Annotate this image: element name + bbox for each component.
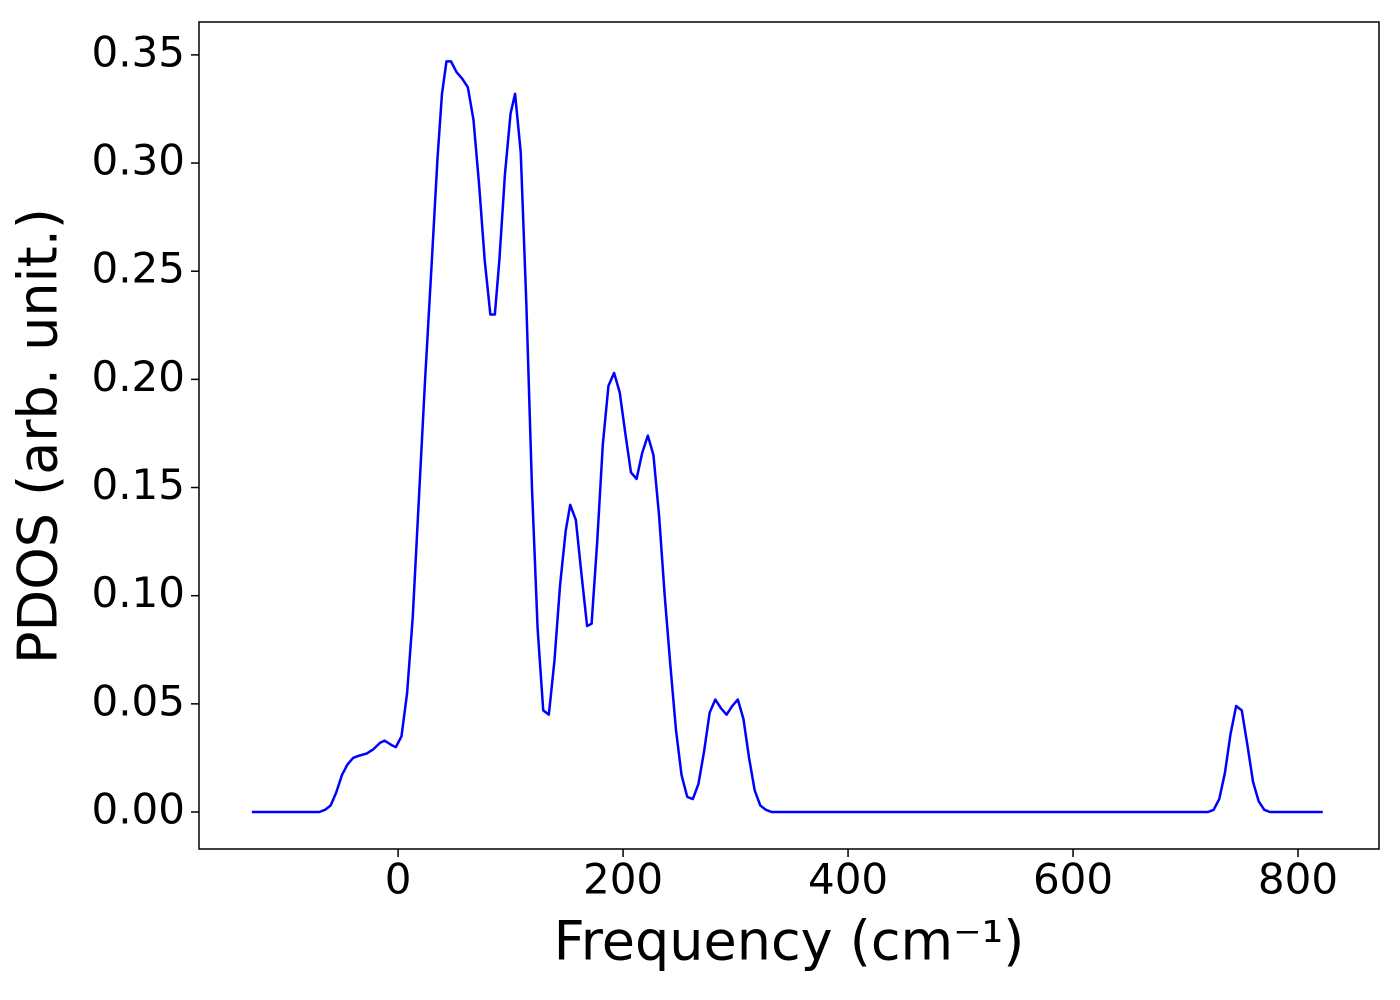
x-tick-label: 200 bbox=[583, 855, 663, 904]
x-tick-label: 0 bbox=[385, 855, 412, 904]
y-tick-label: 0.00 bbox=[91, 785, 185, 834]
y-tick-label: 0.20 bbox=[91, 352, 185, 401]
y-axis-label: PDOS (arb. unit.) bbox=[7, 208, 70, 664]
x-axis-label: Frequency (cm⁻¹) bbox=[554, 910, 1025, 973]
x-tick-label: 600 bbox=[1033, 855, 1113, 904]
y-tick-label: 0.10 bbox=[91, 568, 185, 617]
data-line bbox=[251, 60, 1323, 814]
y-tick-label: 0.30 bbox=[91, 136, 185, 185]
y-tick-label: 0.05 bbox=[91, 676, 185, 725]
y-tick-label: 0.25 bbox=[91, 244, 185, 293]
y-tick-label: 0.15 bbox=[91, 460, 185, 509]
plot-frame bbox=[198, 21, 1380, 850]
y-tick-label: 0.35 bbox=[91, 27, 185, 76]
x-tick-label: 400 bbox=[808, 855, 888, 904]
x-tick-label: 800 bbox=[1258, 855, 1338, 904]
